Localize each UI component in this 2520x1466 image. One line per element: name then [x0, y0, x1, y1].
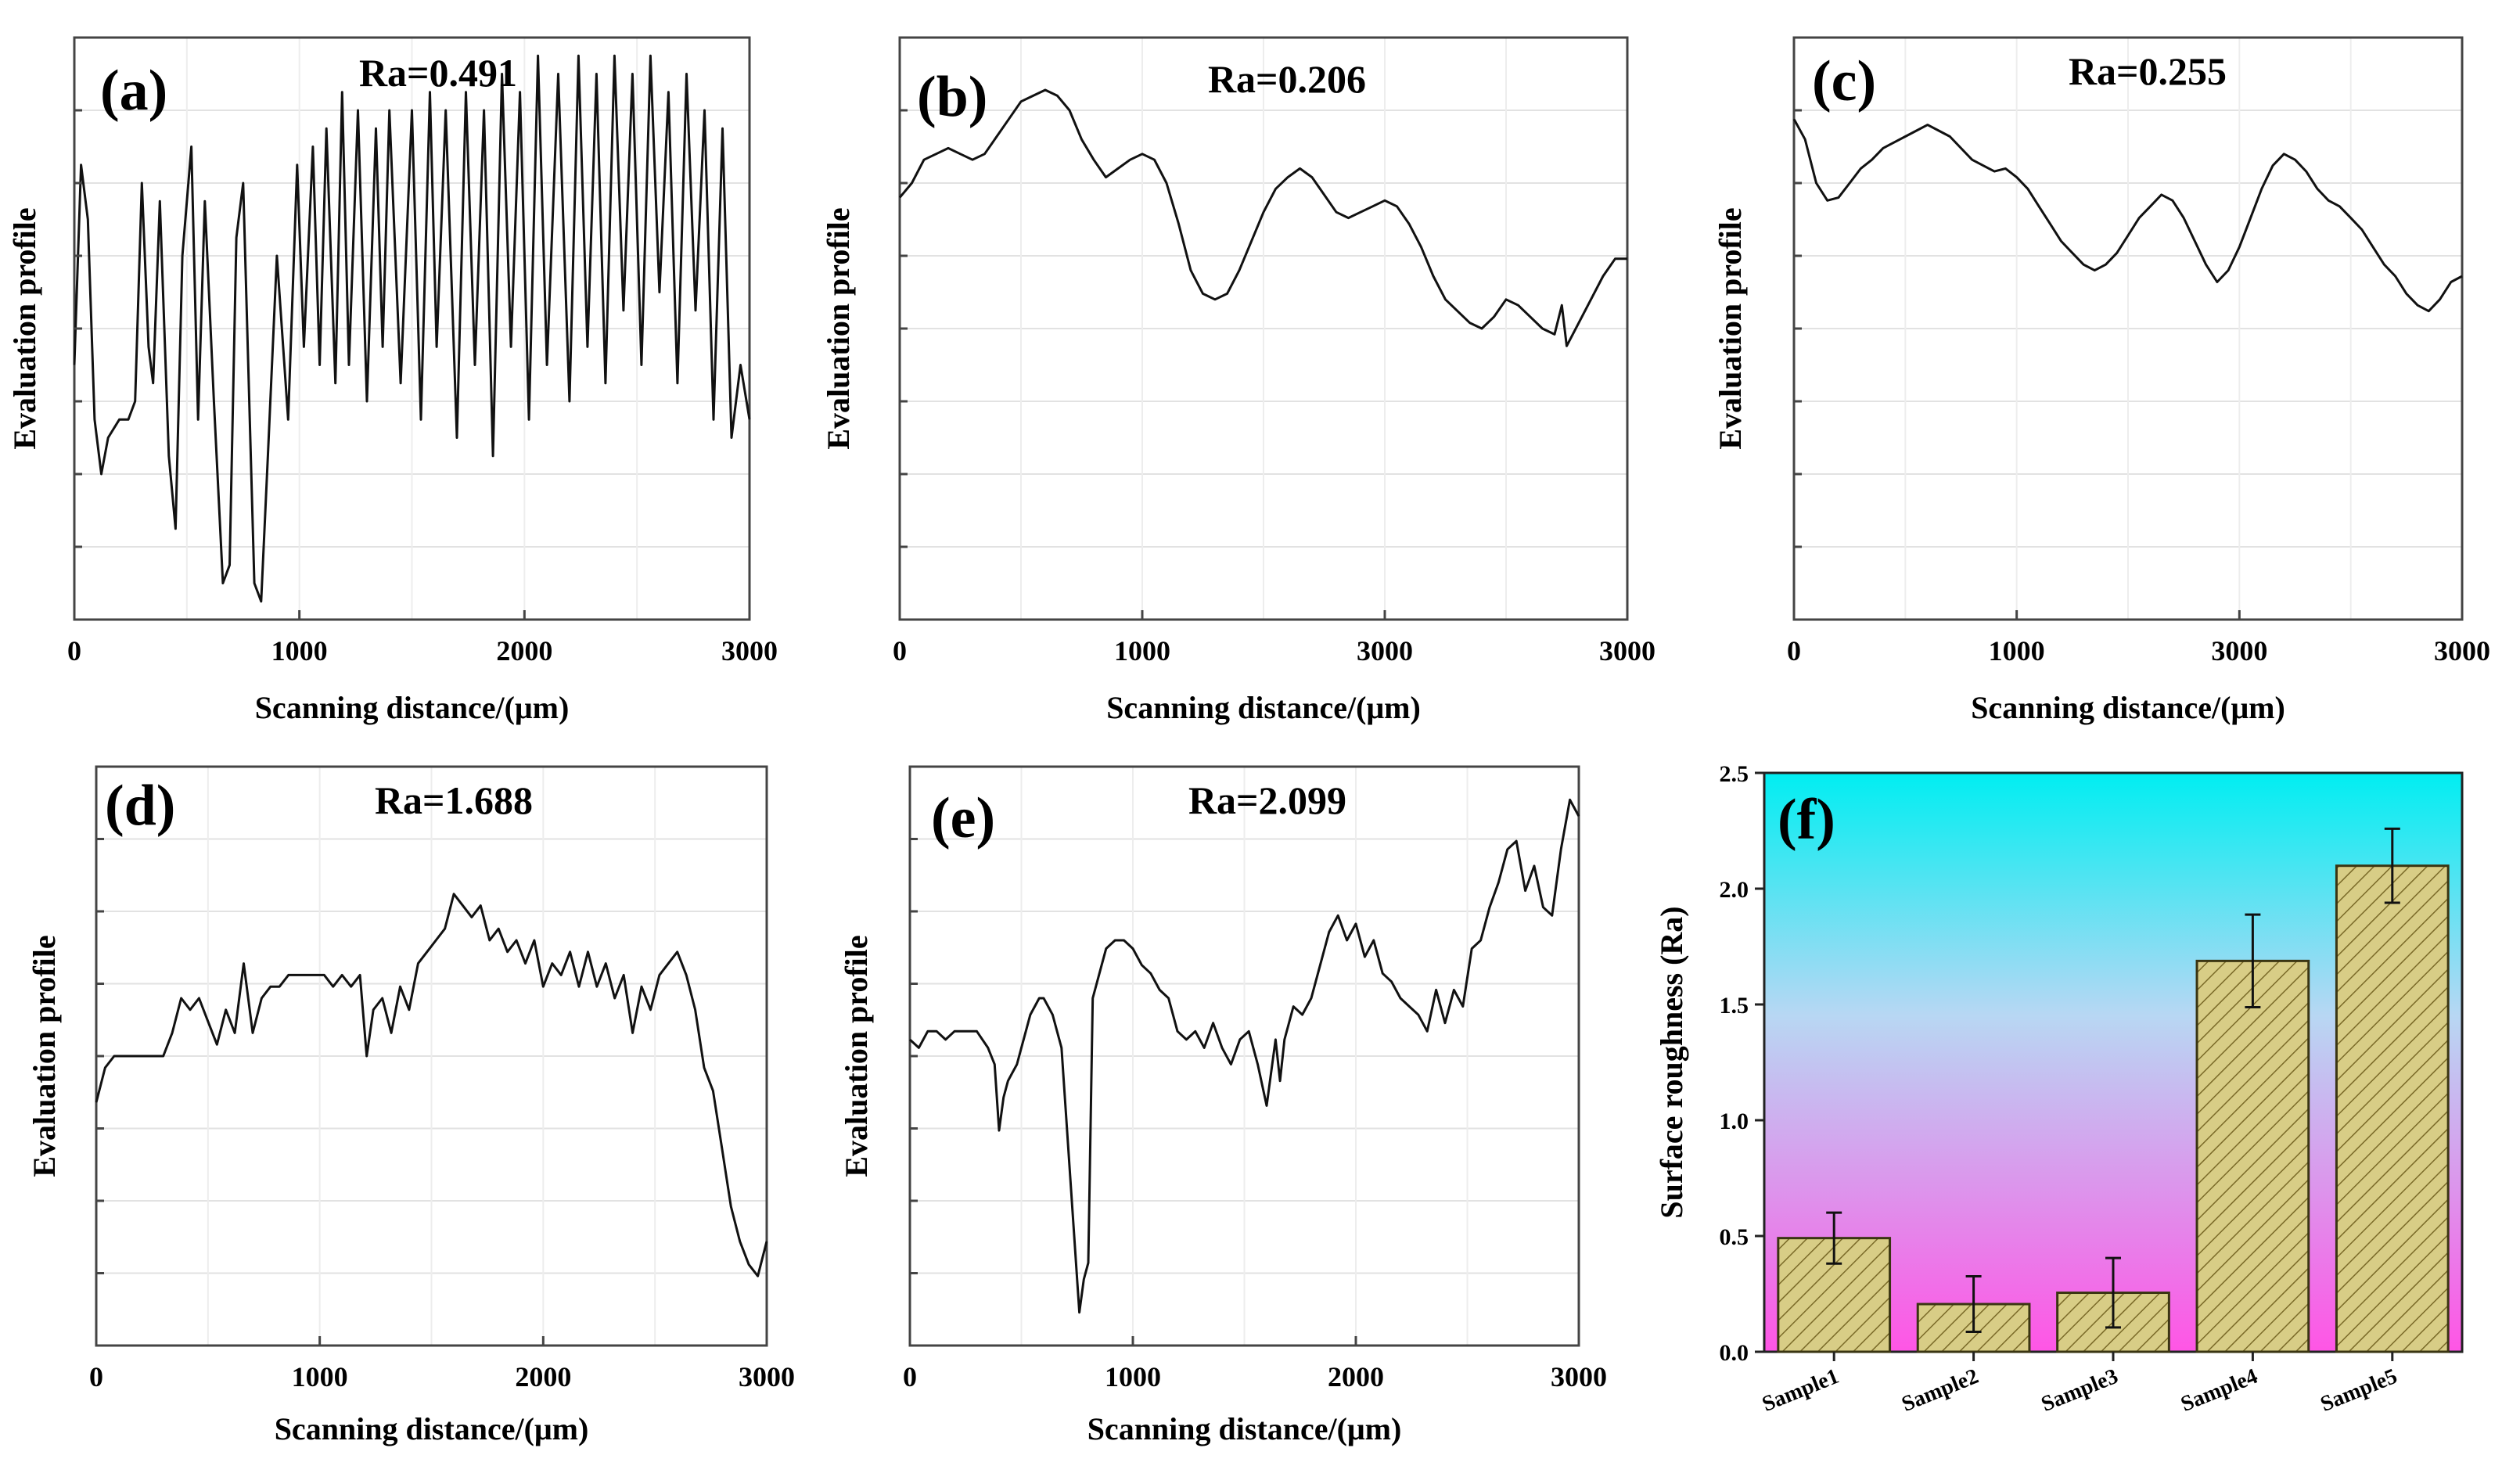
- y-axis-title: Evaluation profile: [7, 207, 42, 449]
- y-tick-label: 1.5: [1720, 993, 1749, 1019]
- ra-annotation: Ra=1.688: [375, 778, 533, 822]
- y-tick-label: 2.0: [1720, 877, 1749, 903]
- panel-e: 0 1000 2000 3000 (e) Ra=2.099 Scanning distanc…: [839, 765, 1607, 1446]
- category-label: Sample2: [1898, 1364, 1982, 1417]
- y-axis-title: Surface roughness (Ra): [1654, 906, 1689, 1218]
- x-tick-label: 3000: [1599, 635, 1655, 667]
- profile-line: [95, 893, 768, 1277]
- x-tick-label: 3000: [739, 1361, 795, 1392]
- x-tick-label: 1000: [1105, 1361, 1161, 1392]
- category-label: Sample1: [1759, 1364, 1842, 1417]
- y-axis-title: Evaluation profile: [1713, 207, 1748, 449]
- x-tick-label: 3000: [1357, 635, 1413, 667]
- profile-line: [1792, 118, 2463, 313]
- x-tick-label: 0: [67, 635, 81, 667]
- x-tick-label: 0: [903, 1361, 917, 1392]
- bar-sample5: [2335, 864, 2450, 1353]
- x-tick-label: 3000: [1551, 1361, 1607, 1392]
- x-tick-label: 1000: [1989, 635, 2045, 667]
- x-axis-title: Scanning distance/(μm): [255, 690, 570, 725]
- x-tick-label: 1000: [1114, 635, 1170, 667]
- panel-label: (e): [931, 786, 995, 850]
- x-tick-label: 2000: [515, 1361, 571, 1392]
- panel-b: 0 1000 3000 3000 (b) Ra=0.206 Scanning distanc…: [821, 36, 1655, 725]
- y-axis-title: Evaluation profile: [821, 207, 856, 449]
- x-tick-label: 0: [1787, 635, 1801, 667]
- y-axis-title: Evaluation profile: [839, 935, 874, 1177]
- category-label: Sample3: [2038, 1364, 2122, 1417]
- x-tick-label: 0: [89, 1361, 103, 1392]
- y-tick-label: 0.0: [1720, 1340, 1749, 1366]
- x-tick-label: 2000: [1328, 1361, 1384, 1392]
- x-tick-label: 1000: [271, 635, 328, 667]
- profile-line: [73, 54, 751, 603]
- category-label: Sample4: [2177, 1364, 2261, 1417]
- ra-annotation: Ra=0.491: [359, 51, 517, 95]
- y-tick-label: 0.5: [1720, 1224, 1749, 1250]
- y-axis-title: Evaluation profile: [27, 935, 62, 1177]
- panel-label: (d): [105, 774, 175, 838]
- x-axis-title: Scanning distance/(μm): [1087, 1411, 1402, 1446]
- panel-d: 0 1000 2000 3000 (d) Ra=1.688 Scanning distanc…: [27, 765, 795, 1446]
- bar-sample4: [2195, 959, 2310, 1353]
- panel-label: (f): [1778, 788, 1835, 852]
- x-tick-label: 3000: [2211, 635, 2267, 667]
- ra-annotation: Ra=0.255: [2069, 49, 2227, 93]
- ra-annotation: Ra=2.099: [1188, 778, 1346, 822]
- ra-annotation: Ra=0.206: [1208, 57, 1366, 101]
- panel-f: 0.0 0.5 1.0 1.5 2.0 2.5 Sample1 Sample2 Sample3 S…: [1654, 761, 2464, 1417]
- y-tick-label: 1.0: [1720, 1108, 1749, 1134]
- category-label: Sample5: [2317, 1364, 2401, 1417]
- x-axis-title: Scanning distance/(μm): [275, 1411, 589, 1446]
- panel-c: 0 1000 3000 3000 (c) Ra=0.255 Scanning distanc…: [1713, 36, 2490, 725]
- x-tick-label: 1000: [292, 1361, 348, 1392]
- x-axis-title: Scanning distance/(μm): [1971, 690, 2285, 725]
- profile-line: [908, 798, 1580, 1314]
- panel-label: (b): [917, 65, 987, 129]
- x-tick-label: 3000: [2434, 635, 2490, 667]
- profile-line: [898, 88, 1627, 347]
- x-tick-label: 2000: [496, 635, 552, 667]
- panel-label: (a): [100, 59, 167, 123]
- y-tick-label: 2.5: [1720, 761, 1749, 787]
- x-tick-label: 0: [893, 635, 907, 667]
- panel-label: (c): [1812, 49, 1876, 113]
- x-axis-title: Scanning distance/(μm): [1106, 690, 1421, 725]
- panel-a: 0 1000 2000 3000 (a) Ra=0.491 Scanning distanc…: [7, 36, 778, 725]
- x-tick-label: 3000: [721, 635, 778, 667]
